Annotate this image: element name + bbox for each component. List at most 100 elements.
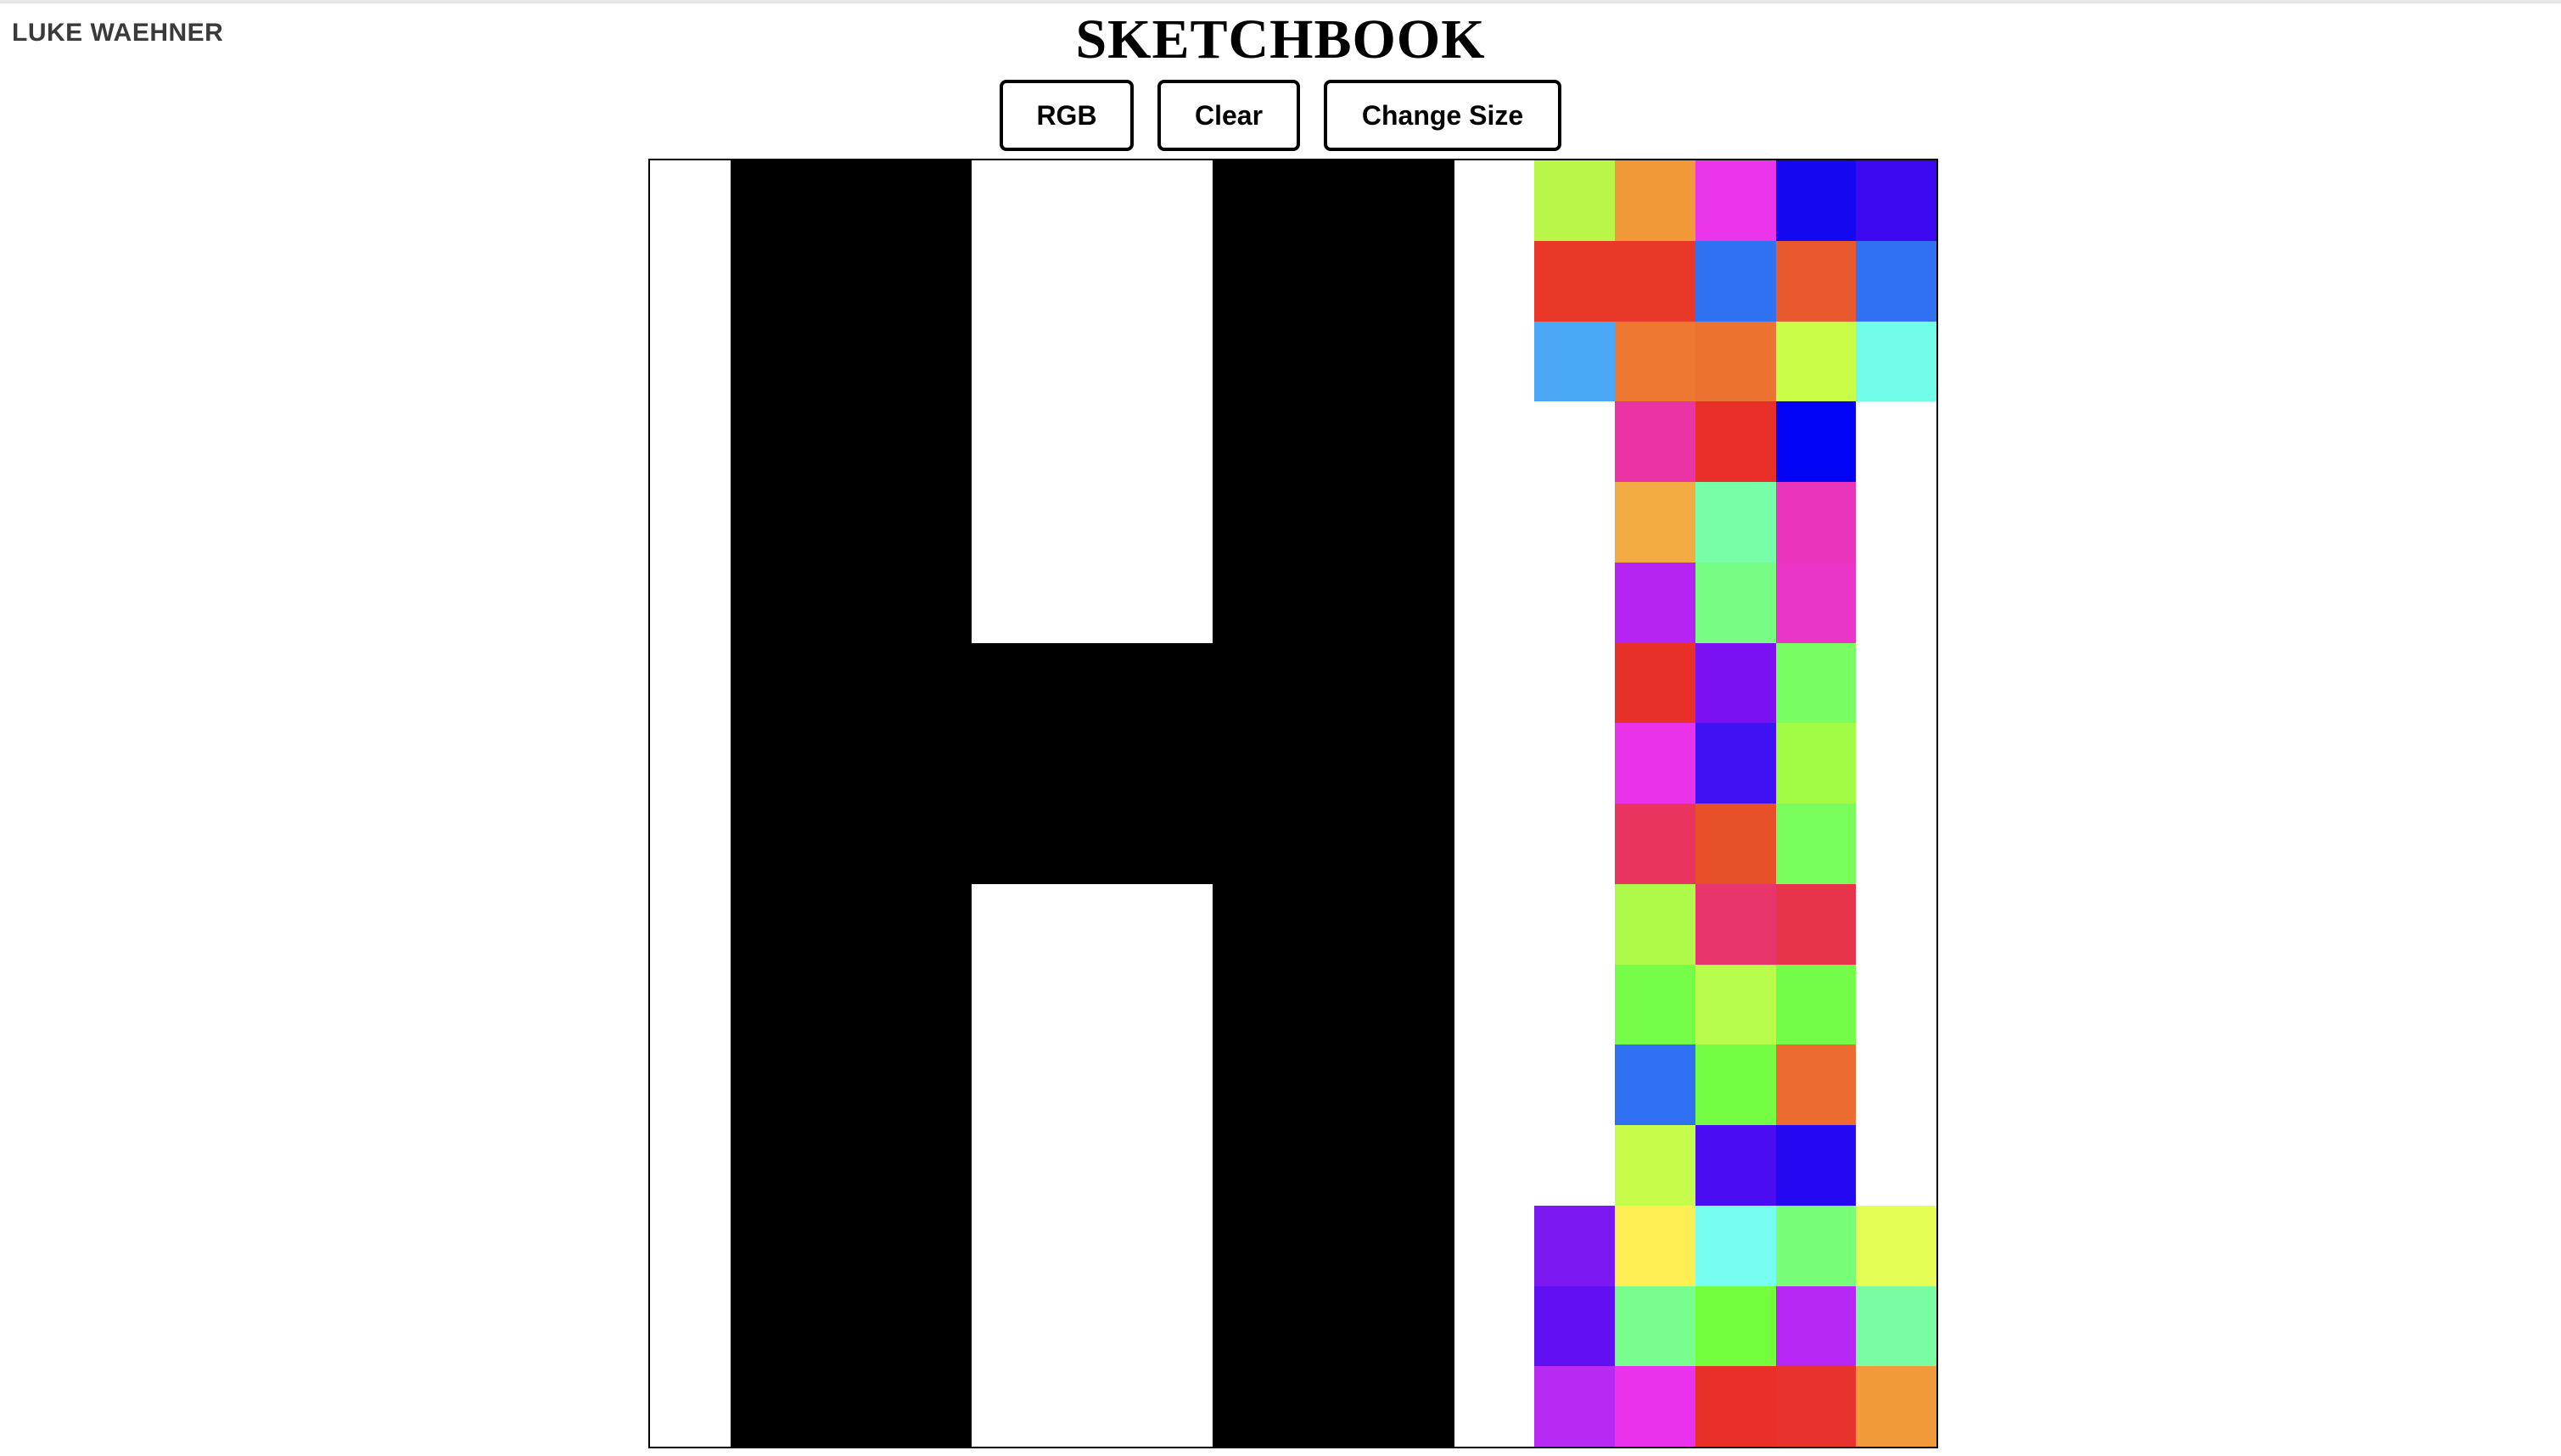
- grid-cell[interactable]: [1695, 1205, 1776, 1286]
- grid-cell[interactable]: [810, 723, 892, 804]
- grid-cell[interactable]: [1454, 321, 1535, 402]
- grid-cell[interactable]: [1213, 1125, 1293, 1206]
- grid-cell[interactable]: [972, 804, 1052, 884]
- grid-cell[interactable]: [891, 1366, 972, 1447]
- grid-cell[interactable]: [650, 562, 731, 643]
- grid-cell[interactable]: [891, 1285, 972, 1367]
- grid-cell[interactable]: [1695, 482, 1776, 563]
- grid-cell[interactable]: [1051, 723, 1133, 804]
- grid-cell[interactable]: [810, 562, 892, 643]
- grid-cell[interactable]: [1695, 883, 1776, 965]
- grid-cell[interactable]: [730, 160, 811, 241]
- grid-cell[interactable]: [1695, 1366, 1776, 1447]
- grid-cell[interactable]: [1695, 804, 1776, 884]
- grid-cell[interactable]: [1132, 964, 1213, 1045]
- grid-cell[interactable]: [1373, 1285, 1454, 1367]
- grid-cell[interactable]: [1615, 642, 1695, 724]
- grid-cell[interactable]: [1615, 1125, 1695, 1206]
- grid-cell[interactable]: [1534, 723, 1615, 804]
- grid-cell[interactable]: [1132, 160, 1213, 241]
- grid-cell[interactable]: [1213, 723, 1293, 804]
- grid-cell[interactable]: [810, 883, 892, 965]
- grid-cell[interactable]: [891, 482, 972, 563]
- grid-cell[interactable]: [1373, 1366, 1454, 1447]
- grid-cell[interactable]: [730, 1366, 811, 1447]
- grid-cell[interactable]: [1293, 1285, 1374, 1367]
- grid-cell[interactable]: [1373, 723, 1454, 804]
- grid-cell[interactable]: [1373, 160, 1454, 241]
- grid-cell[interactable]: [730, 562, 811, 643]
- grid-cell[interactable]: [1293, 804, 1374, 884]
- grid-cell[interactable]: [650, 723, 731, 804]
- grid-cell[interactable]: [1856, 401, 1936, 482]
- grid-cell[interactable]: [891, 321, 972, 402]
- grid-cell[interactable]: [1373, 642, 1454, 724]
- grid-cell[interactable]: [972, 1285, 1052, 1367]
- grid-cell[interactable]: [1695, 964, 1776, 1045]
- grid-cell[interactable]: [1132, 401, 1213, 482]
- grid-cell[interactable]: [1454, 240, 1535, 322]
- grid-cell[interactable]: [650, 804, 731, 884]
- grid-cell[interactable]: [1534, 804, 1615, 884]
- grid-cell[interactable]: [1856, 240, 1936, 322]
- grid-cell[interactable]: [1534, 1366, 1615, 1447]
- grid-cell[interactable]: [1373, 240, 1454, 322]
- grid-cell[interactable]: [1615, 160, 1695, 241]
- grid-cell[interactable]: [1051, 964, 1133, 1045]
- grid-cell[interactable]: [1293, 1366, 1374, 1447]
- grid-cell[interactable]: [1293, 642, 1374, 724]
- grid-cell[interactable]: [1051, 160, 1133, 241]
- grid-cell[interactable]: [1132, 1366, 1213, 1447]
- grid-cell[interactable]: [1775, 804, 1857, 884]
- grid-cell[interactable]: [1615, 321, 1695, 402]
- grid-cell[interactable]: [1615, 1205, 1695, 1286]
- grid-cell[interactable]: [650, 401, 731, 482]
- grid-cell[interactable]: [891, 964, 972, 1045]
- grid-cell[interactable]: [730, 482, 811, 563]
- grid-cell[interactable]: [1373, 401, 1454, 482]
- grid-cell[interactable]: [1132, 1125, 1213, 1206]
- grid-cell[interactable]: [1454, 883, 1535, 965]
- grid-cell[interactable]: [1213, 401, 1293, 482]
- grid-cell[interactable]: [1534, 1125, 1615, 1206]
- grid-cell[interactable]: [1775, 964, 1857, 1045]
- grid-cell[interactable]: [891, 1205, 972, 1286]
- grid-cell[interactable]: [1132, 1205, 1213, 1286]
- grid-cell[interactable]: [1293, 723, 1374, 804]
- grid-cell[interactable]: [1454, 1044, 1535, 1125]
- grid-cell[interactable]: [810, 321, 892, 402]
- grid-cell[interactable]: [1856, 642, 1936, 724]
- grid-cell[interactable]: [650, 1125, 731, 1206]
- grid-cell[interactable]: [891, 883, 972, 965]
- grid-cell[interactable]: [730, 804, 811, 884]
- grid-cell[interactable]: [891, 562, 972, 643]
- grid-cell[interactable]: [1213, 562, 1293, 643]
- grid-cell[interactable]: [810, 642, 892, 724]
- grid-cell[interactable]: [1856, 482, 1936, 563]
- grid-cell[interactable]: [1293, 1044, 1374, 1125]
- grid-cell[interactable]: [1213, 964, 1293, 1045]
- grid-cell[interactable]: [1615, 964, 1695, 1045]
- change-size-button[interactable]: Change Size: [1324, 80, 1561, 151]
- grid-cell[interactable]: [972, 883, 1052, 965]
- grid-cell[interactable]: [891, 804, 972, 884]
- grid-cell[interactable]: [1856, 1125, 1936, 1206]
- grid-cell[interactable]: [1856, 804, 1936, 884]
- grid-cell[interactable]: [1615, 562, 1695, 643]
- grid-cell[interactable]: [1856, 1205, 1936, 1286]
- grid-cell[interactable]: [1856, 1285, 1936, 1367]
- grid-cell[interactable]: [1615, 240, 1695, 322]
- grid-cell[interactable]: [1213, 642, 1293, 724]
- grid-cell[interactable]: [1534, 1205, 1615, 1286]
- grid-cell[interactable]: [1213, 1205, 1293, 1286]
- grid-cell[interactable]: [810, 1366, 892, 1447]
- grid-cell[interactable]: [730, 401, 811, 482]
- grid-cell[interactable]: [730, 723, 811, 804]
- grid-cell[interactable]: [1534, 562, 1615, 643]
- grid-cell[interactable]: [730, 1205, 811, 1286]
- grid-cell[interactable]: [1132, 723, 1213, 804]
- grid-cell[interactable]: [891, 1044, 972, 1125]
- grid-cell[interactable]: [1856, 562, 1936, 643]
- grid-cell[interactable]: [1213, 804, 1293, 884]
- grid-cell[interactable]: [972, 1366, 1052, 1447]
